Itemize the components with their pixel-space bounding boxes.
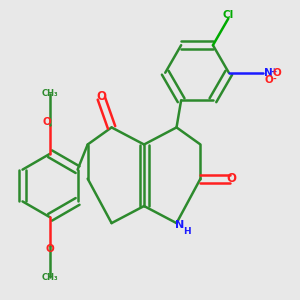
Text: H: H <box>183 227 191 236</box>
Text: -: - <box>273 75 277 84</box>
Text: CH₃: CH₃ <box>42 89 58 98</box>
Text: O: O <box>226 172 236 185</box>
Text: O: O <box>96 90 106 104</box>
Text: O: O <box>46 244 54 254</box>
Text: CH₃: CH₃ <box>42 273 58 282</box>
Text: O: O <box>273 68 282 78</box>
Text: O: O <box>265 75 273 85</box>
Text: +: + <box>270 67 276 76</box>
Text: N: N <box>175 220 184 230</box>
Text: O: O <box>43 117 52 127</box>
Text: Cl: Cl <box>223 10 234 20</box>
Text: N: N <box>265 68 273 78</box>
